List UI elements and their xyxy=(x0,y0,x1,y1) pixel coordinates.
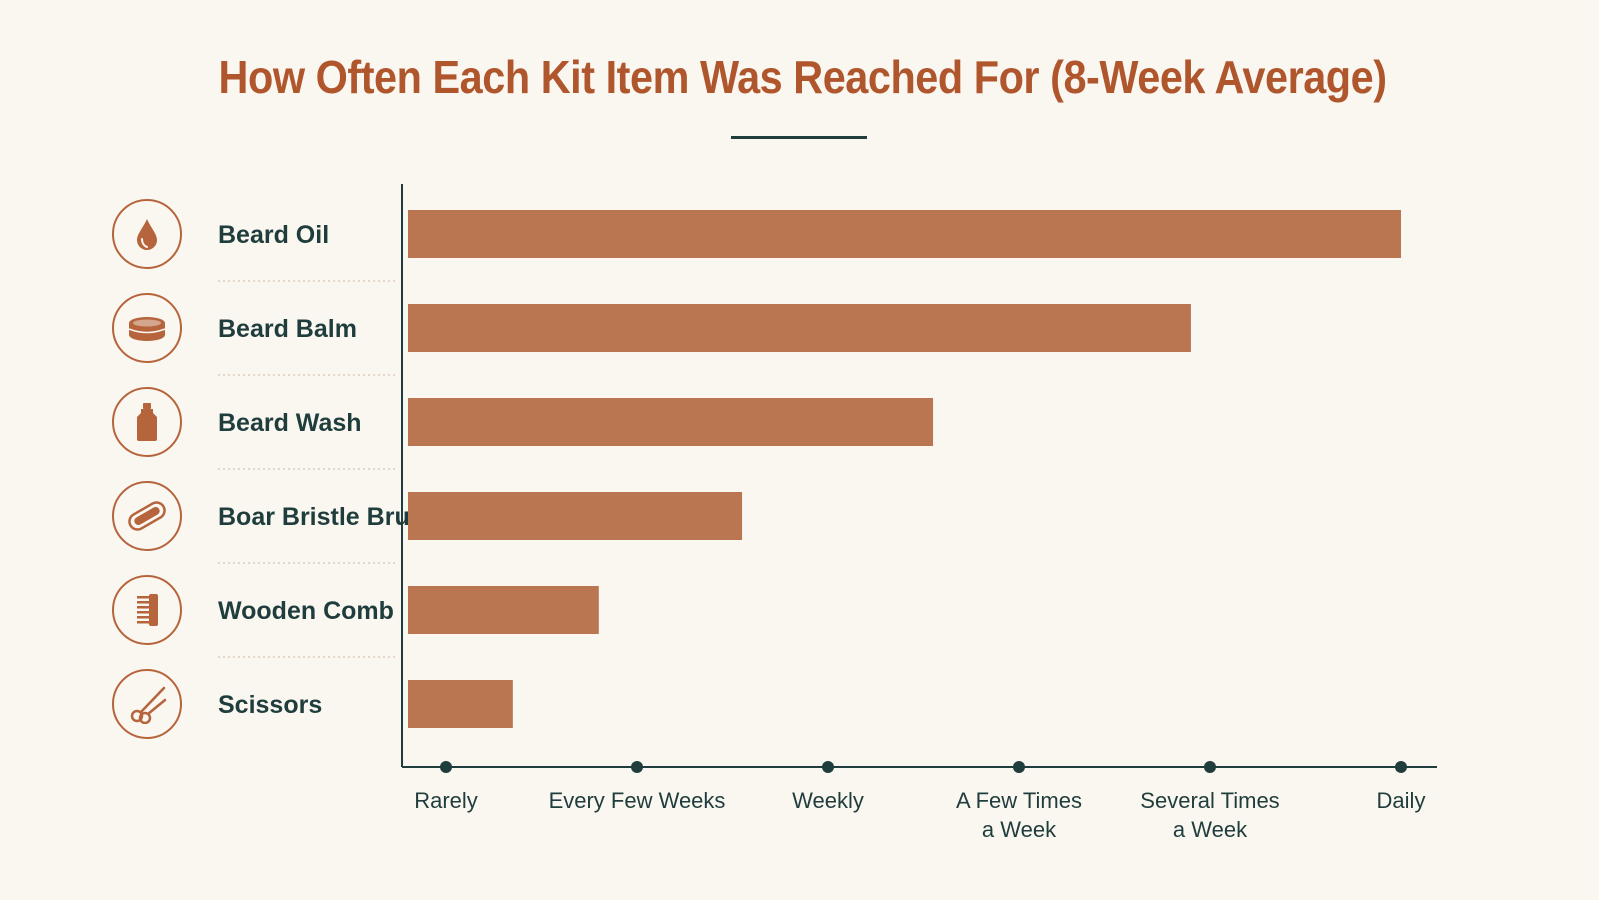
x-tick-label: Several Times xyxy=(1140,788,1279,813)
x-tick-marker xyxy=(1013,761,1025,773)
category-label: Beard Oil xyxy=(218,221,329,249)
category-label: Boar Bristle Brush xyxy=(218,503,439,531)
bar xyxy=(408,680,513,728)
x-tick-marker xyxy=(1204,761,1216,773)
x-tick-label: Rarely xyxy=(414,788,478,813)
x-tick-label: Weekly xyxy=(792,788,864,813)
chart-title: How Often Each Kit Item Was Reached For … xyxy=(218,51,1387,103)
droplet-icon xyxy=(112,199,182,269)
x-tick-label: Daily xyxy=(1377,788,1426,813)
x-tick-label: Every Few Weeks xyxy=(549,788,726,813)
category-label: Wooden Comb xyxy=(218,597,394,625)
x-tick-label: a Week xyxy=(982,817,1057,842)
x-tick-marker xyxy=(1395,761,1407,773)
category-label: Beard Balm xyxy=(218,315,357,343)
x-tick-marker xyxy=(631,761,643,773)
comb-icon xyxy=(112,575,182,645)
scissors-icon xyxy=(112,669,182,739)
bar xyxy=(408,210,1401,258)
brush-icon xyxy=(112,481,182,551)
x-tick-label: A Few Times xyxy=(956,788,1082,813)
x-tick-marker xyxy=(440,761,452,773)
category-label: Beard Wash xyxy=(218,409,362,437)
balm-tin-icon xyxy=(112,293,182,363)
title-underline xyxy=(731,136,867,139)
bar xyxy=(408,398,934,446)
bar xyxy=(408,492,743,540)
x-tick-marker xyxy=(822,761,834,773)
bar xyxy=(408,586,599,634)
x-tick-label: a Week xyxy=(1173,817,1248,842)
bar xyxy=(408,304,1191,352)
wash-bottle-icon xyxy=(112,387,182,457)
category-label: Scissors xyxy=(218,691,322,719)
